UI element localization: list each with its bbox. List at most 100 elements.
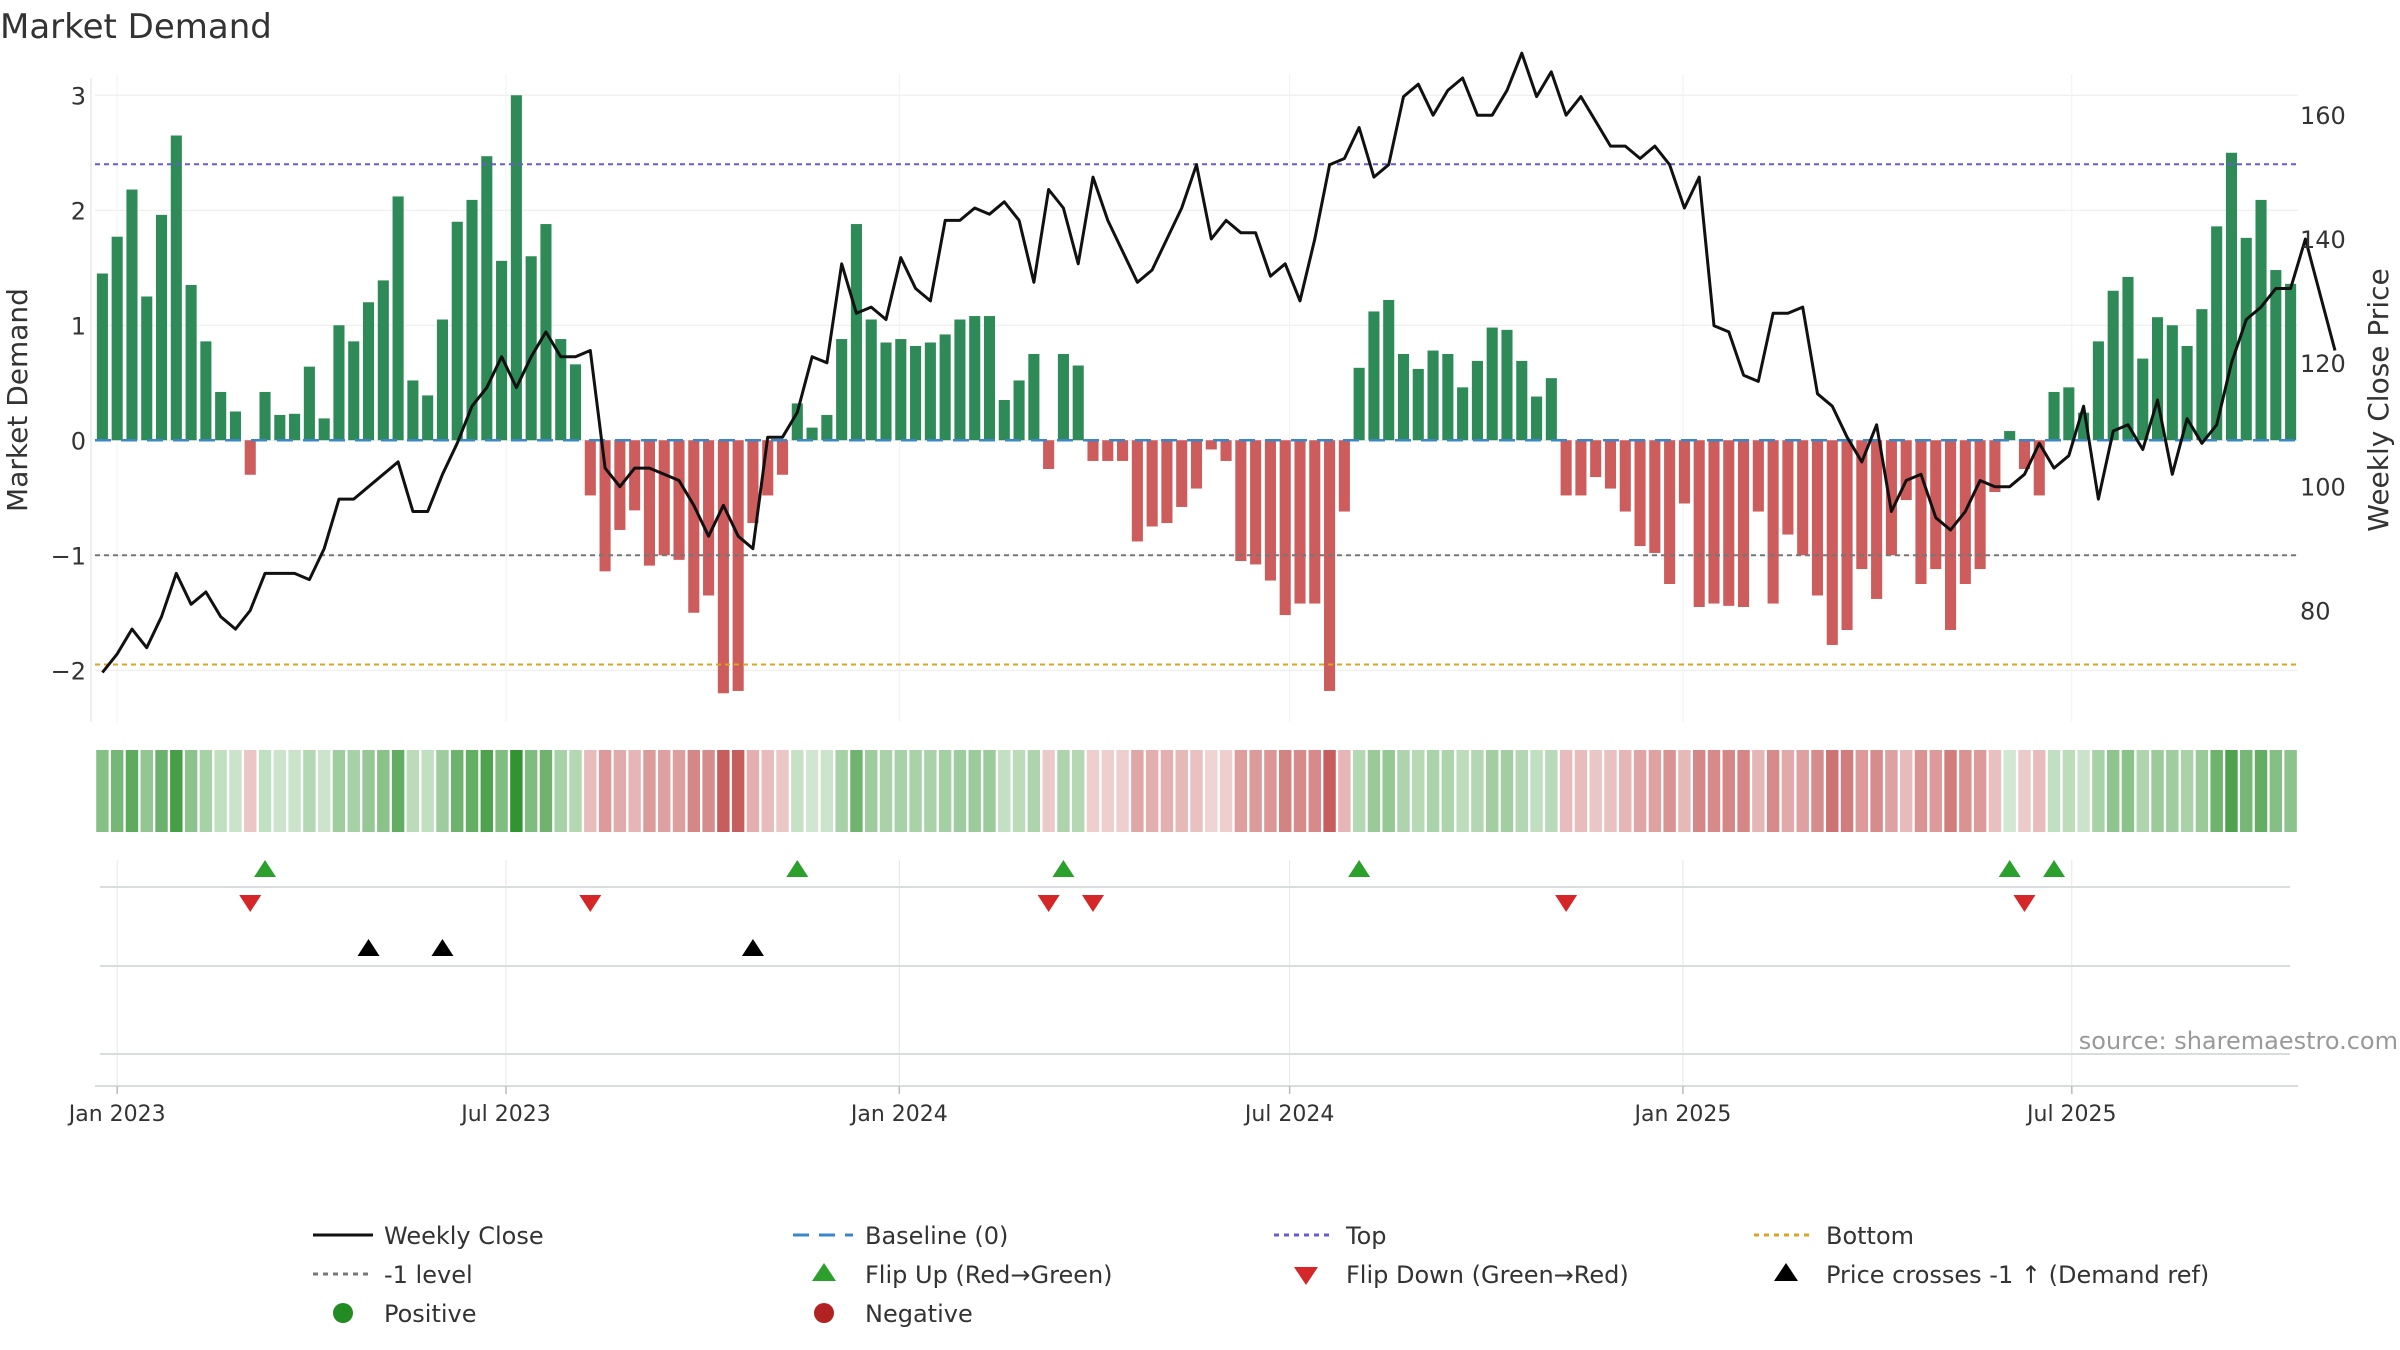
demand-bar — [466, 199, 478, 441]
heat-cell — [1412, 750, 1425, 832]
flip-up-marker — [2043, 860, 2066, 877]
demand-bar — [244, 440, 256, 475]
demand-bar — [1501, 329, 1513, 441]
heat-cell — [406, 750, 420, 832]
demand-bar — [259, 391, 271, 441]
demand-bar — [1013, 380, 1025, 441]
heat-cell — [672, 750, 686, 832]
demand-bar — [1324, 440, 1336, 691]
heat-cell — [1663, 750, 1676, 832]
y2-axis-label: Weekly Close Price — [2362, 268, 2395, 531]
demand-bar — [155, 214, 168, 441]
heat-cell — [909, 750, 922, 832]
heat-cell — [983, 750, 996, 832]
demand-bar — [215, 391, 227, 441]
heat-cell — [96, 750, 109, 832]
heat-cell — [938, 750, 952, 832]
flip-up-marker — [1998, 860, 2021, 877]
heat-cell — [480, 750, 494, 832]
flip-down-marker — [2013, 895, 2036, 912]
legend-minus-one: -1 level — [384, 1261, 473, 1289]
heat-cell — [1722, 750, 1735, 832]
flip-down-marker — [579, 895, 602, 912]
heat-cell — [702, 750, 715, 832]
heat-cell — [1308, 750, 1321, 832]
heat-cell — [332, 750, 346, 832]
heat-cell — [1072, 750, 1085, 832]
demand-bar — [1693, 440, 1705, 607]
heat-cell — [273, 750, 287, 832]
demand-bar — [584, 440, 596, 496]
demand-bar — [2137, 358, 2149, 441]
demand-bar — [2018, 440, 2031, 469]
heat-cell — [229, 750, 242, 832]
heat-cell — [244, 750, 257, 832]
source-label: source: sharemaestro.com — [2079, 1027, 2398, 1055]
heat-cell — [1338, 750, 1351, 832]
demand-bar — [2285, 283, 2297, 441]
demand-bar — [1176, 440, 1188, 507]
heat-cell — [2269, 750, 2283, 832]
y-tick-label: 2 — [71, 197, 86, 225]
heat-cell — [184, 750, 198, 832]
heat-cell — [1692, 750, 1706, 832]
demand-bar — [1294, 440, 1306, 604]
demand-bar — [436, 319, 448, 441]
heat-cell — [658, 750, 671, 832]
legend: Weekly Close Baseline (0) Top Bottom -1 … — [313, 1222, 2209, 1328]
demand-bar — [1708, 440, 1720, 604]
heat-cell — [362, 750, 375, 832]
demand-bar — [1531, 396, 1543, 441]
demand-bar — [1057, 354, 1069, 441]
heat-cell — [2225, 750, 2238, 832]
heat-cell — [510, 750, 523, 832]
demand-bar — [1826, 440, 1838, 645]
demand-bar — [643, 440, 655, 566]
demand-bar — [629, 440, 641, 511]
demand-bar — [1131, 440, 1143, 542]
heat-cell — [1323, 750, 1336, 832]
heat-cell — [2062, 750, 2076, 832]
demand-bar — [111, 236, 123, 441]
heat-cell — [1116, 750, 1129, 832]
heat-cell — [1515, 750, 1528, 832]
heat-cell — [1885, 750, 1898, 832]
demand-bar — [1649, 440, 1661, 553]
heat-cell — [2047, 750, 2061, 832]
flip-down-marker — [1037, 895, 1060, 912]
weekly-close-series — [101, 51, 2337, 674]
flip-up-marker — [1052, 860, 1075, 877]
demand-bar — [1915, 440, 1927, 584]
demand-bar — [1678, 440, 1690, 504]
heat-cell — [436, 750, 449, 832]
demand-bar — [1664, 440, 1676, 584]
demand-bar — [348, 341, 360, 441]
heat-cell — [879, 750, 893, 832]
demand-bar — [1338, 440, 1350, 512]
axes: 3 2 1 0 −1 −2 160 140 120 100 80 — [51, 78, 2346, 722]
heat-cell — [258, 750, 272, 832]
heat-cell — [776, 750, 789, 832]
heat-cell — [835, 750, 848, 832]
demand-bar — [1205, 440, 1217, 450]
y-tick-label: 0 — [71, 427, 86, 455]
y2-tick-label: 120 — [2300, 350, 2346, 378]
legend-negative-dot-icon — [814, 1303, 834, 1323]
heat-cell — [998, 750, 1011, 832]
demand-bar — [939, 334, 951, 441]
heat-cell — [214, 750, 227, 832]
legend-bottom: Bottom — [1826, 1222, 1914, 1250]
demand-bar — [1797, 440, 1809, 556]
legend-positive: Positive — [384, 1300, 477, 1328]
legend-flip-down: Flip Down (Green→Red) — [1346, 1261, 1629, 1289]
heat-cell — [170, 750, 183, 832]
demand-bar — [880, 342, 892, 441]
heat-cell — [1619, 750, 1632, 832]
heat-cell — [1160, 750, 1174, 832]
heat-cell — [1042, 750, 1055, 832]
heat-cell — [1131, 750, 1144, 832]
demand-bar — [200, 341, 212, 441]
heat-cell — [805, 750, 819, 832]
heat-cell — [1456, 750, 1469, 832]
heat-cell — [1929, 750, 1942, 832]
